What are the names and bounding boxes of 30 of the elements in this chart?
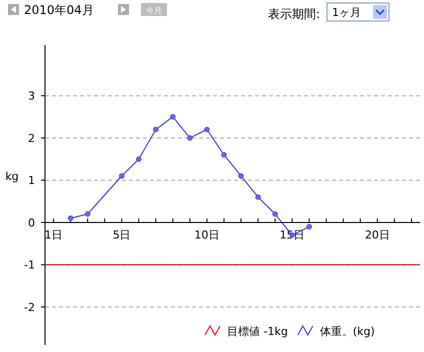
y-tick-label: 3: [28, 90, 35, 103]
x-tick-label: 5日: [112, 228, 131, 242]
point: [306, 224, 312, 230]
point: [84, 211, 90, 217]
point: [118, 173, 124, 179]
y-axis-title: kg: [5, 170, 19, 184]
point: [136, 156, 142, 162]
point: [68, 215, 74, 221]
x-tick-label: 1日: [44, 228, 63, 242]
legend-label: 体重。(kg): [320, 325, 375, 338]
legend-label: 目標値 -1kg: [227, 325, 288, 338]
point: [255, 194, 261, 200]
point: [187, 135, 193, 141]
y-tick-label: -1: [24, 258, 35, 272]
x-tick-label: 10日: [194, 228, 220, 242]
text: 1ヶ月: [332, 6, 361, 19]
point: [221, 152, 227, 158]
text: 表示期間:: [268, 7, 320, 21]
y-tick-label: -2: [24, 300, 35, 314]
point: [204, 126, 210, 132]
point: [153, 126, 159, 132]
point: [170, 114, 176, 120]
y-tick-label: 0: [28, 216, 35, 230]
text: 今月: [146, 6, 162, 15]
y-tick-label: 1: [28, 174, 35, 188]
y-tick-label: 2: [28, 132, 35, 145]
x-tick-label: 20日: [364, 228, 390, 242]
point: [272, 211, 278, 217]
point: [238, 173, 244, 179]
chart-title: 2010年04月: [24, 3, 94, 17]
